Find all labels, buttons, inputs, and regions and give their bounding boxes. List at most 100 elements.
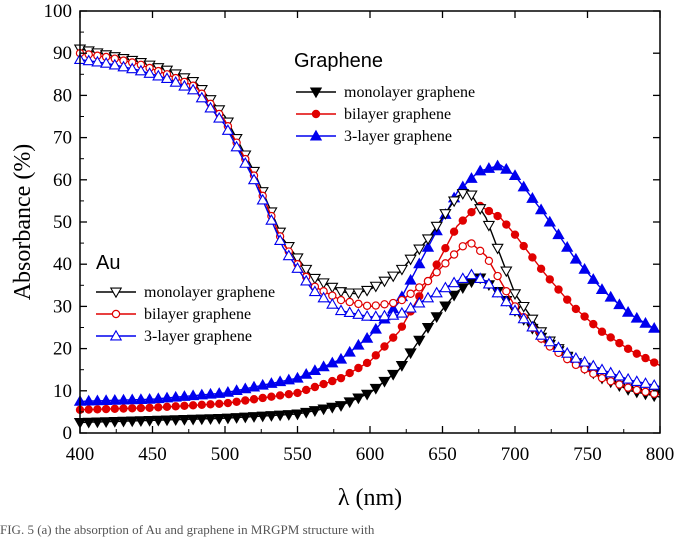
figure-caption: FIG. 5 (a) the absorption of Au and grap… bbox=[0, 522, 375, 537]
y-tick-label: 40 bbox=[53, 254, 72, 275]
data-point bbox=[91, 394, 104, 406]
data-point bbox=[99, 417, 113, 428]
data-point bbox=[213, 413, 226, 425]
data-point bbox=[230, 413, 243, 424]
data-point bbox=[423, 276, 433, 286]
data-point bbox=[597, 373, 607, 383]
data-point bbox=[543, 215, 556, 227]
data-point bbox=[273, 375, 287, 387]
x-tick-label: 650 bbox=[428, 444, 457, 465]
data-point bbox=[580, 365, 589, 374]
data-point bbox=[239, 412, 252, 424]
data-point bbox=[360, 310, 374, 321]
data-point bbox=[136, 403, 146, 413]
y-tick-label: 100 bbox=[44, 1, 73, 22]
data-point bbox=[108, 394, 121, 405]
data-point bbox=[595, 363, 609, 375]
data-point bbox=[449, 250, 459, 259]
data-point bbox=[615, 338, 624, 348]
data-point bbox=[291, 262, 304, 273]
data-point bbox=[517, 312, 530, 324]
data-point bbox=[623, 383, 633, 392]
data-point bbox=[484, 256, 494, 266]
data-point bbox=[101, 404, 111, 414]
data-point bbox=[326, 297, 339, 309]
data-point bbox=[500, 266, 513, 278]
data-point bbox=[430, 221, 443, 233]
data-point bbox=[362, 358, 372, 368]
data-point bbox=[482, 277, 496, 289]
data-point bbox=[300, 368, 313, 379]
data-point bbox=[152, 69, 165, 81]
data-point bbox=[300, 264, 313, 276]
data-point bbox=[317, 404, 330, 416]
data-point bbox=[82, 394, 95, 406]
data-point bbox=[630, 311, 643, 323]
data-point bbox=[317, 291, 330, 303]
data-point bbox=[580, 312, 589, 321]
data-point bbox=[308, 273, 322, 285]
legend-marker bbox=[309, 129, 323, 141]
data-point bbox=[517, 180, 530, 192]
data-point bbox=[291, 253, 304, 265]
data-point bbox=[491, 243, 504, 255]
data-point bbox=[563, 295, 572, 304]
data-point bbox=[430, 312, 443, 324]
data-point bbox=[378, 309, 391, 321]
data-point bbox=[561, 346, 574, 358]
data-point bbox=[517, 301, 530, 313]
data-point bbox=[369, 281, 382, 293]
legend-label: bilayer graphene bbox=[344, 106, 451, 123]
legend-item: bilayer graphene bbox=[296, 106, 451, 123]
data-point bbox=[648, 322, 661, 333]
data-point bbox=[569, 351, 583, 363]
data-point bbox=[204, 387, 217, 399]
data-point bbox=[543, 335, 556, 347]
data-point bbox=[354, 363, 363, 373]
data-point bbox=[82, 417, 95, 429]
data-point bbox=[300, 274, 313, 286]
data-point bbox=[545, 275, 555, 284]
data-point bbox=[441, 259, 450, 268]
x-tick-label: 600 bbox=[356, 444, 385, 465]
data-point bbox=[458, 216, 467, 225]
data-point bbox=[508, 289, 522, 301]
data-point bbox=[152, 392, 165, 404]
data-point bbox=[336, 295, 346, 305]
data-point bbox=[284, 389, 293, 399]
y-tick-label: 10 bbox=[53, 381, 72, 402]
y-tick-label: 80 bbox=[53, 85, 72, 106]
data-point bbox=[595, 283, 609, 294]
data-point bbox=[145, 403, 154, 412]
legend-marker bbox=[109, 287, 123, 299]
data-point bbox=[232, 397, 241, 406]
data-point bbox=[561, 241, 574, 252]
x-tick-label: 800 bbox=[646, 444, 675, 465]
legend-label: bilayer graphene bbox=[144, 306, 251, 323]
y-tick-label: 50 bbox=[53, 212, 72, 233]
data-point bbox=[108, 58, 121, 70]
series-au-4 bbox=[75, 49, 661, 398]
data-point bbox=[378, 276, 391, 288]
data-point bbox=[127, 404, 137, 413]
data-point bbox=[447, 290, 461, 302]
data-point bbox=[369, 310, 382, 321]
data-point bbox=[508, 169, 522, 181]
data-point bbox=[456, 272, 469, 283]
data-point bbox=[126, 416, 139, 428]
data-point bbox=[378, 376, 391, 388]
data-point bbox=[214, 399, 224, 408]
data-point bbox=[134, 64, 148, 76]
data-point bbox=[195, 91, 208, 103]
data-point bbox=[484, 206, 494, 216]
data-point bbox=[169, 415, 182, 426]
data-point bbox=[265, 214, 278, 225]
legend-label: monolayer graphene bbox=[144, 284, 275, 301]
data-point bbox=[247, 380, 261, 392]
data-point bbox=[404, 348, 417, 360]
data-point bbox=[134, 393, 148, 405]
data-point bbox=[641, 387, 650, 397]
data-point bbox=[206, 400, 215, 409]
data-point bbox=[632, 385, 642, 395]
data-point bbox=[186, 414, 200, 426]
